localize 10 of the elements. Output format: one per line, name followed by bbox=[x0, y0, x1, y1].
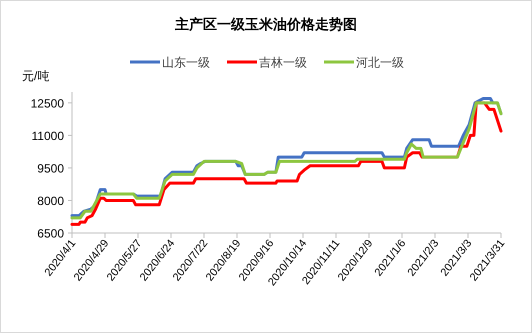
y-tick-label: 9500 bbox=[37, 161, 64, 176]
y-axis-title: 元/吨 bbox=[22, 69, 50, 83]
legend-label: 山东一级 bbox=[162, 56, 210, 70]
legend-label: 吉林一级 bbox=[259, 56, 307, 70]
y-tick-label: 11000 bbox=[32, 128, 64, 143]
chart-title: 主产区一级玉米油价格走势图 bbox=[174, 16, 357, 32]
legend-label: 河北一级 bbox=[356, 56, 404, 70]
y-tick-label: 8000 bbox=[37, 194, 64, 208]
y-tick-label: 12500 bbox=[30, 96, 64, 110]
y-tick-label: 6500 bbox=[37, 226, 64, 240]
